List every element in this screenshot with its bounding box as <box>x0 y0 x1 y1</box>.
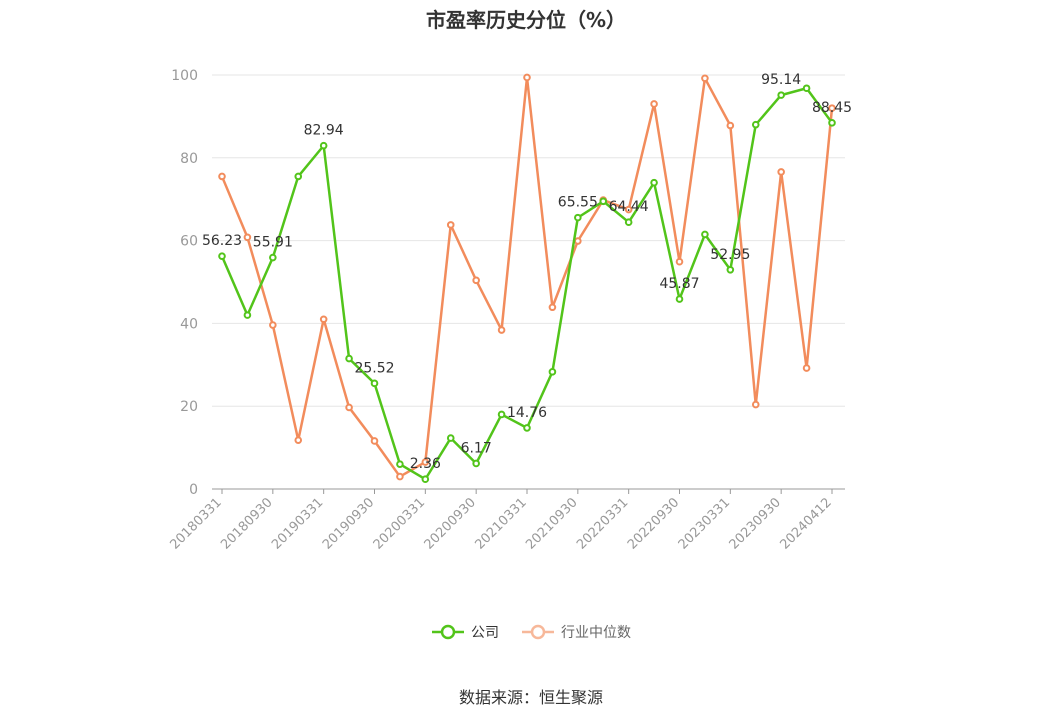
x-tick-label: 20210930 <box>523 495 580 552</box>
data-point <box>624 218 633 227</box>
data-point <box>828 104 836 112</box>
data-label: 55.91 <box>253 235 293 251</box>
data-point <box>523 73 531 82</box>
x-tick-label: 20200930 <box>422 495 479 552</box>
data-point <box>446 434 455 442</box>
legend-marker-industry-median <box>522 624 554 640</box>
series-layer <box>218 73 836 484</box>
data-label: 6.17 <box>461 440 492 456</box>
data-point <box>523 424 531 432</box>
data-point <box>396 472 404 481</box>
legend-label-industry-median: 行业中位数 <box>561 625 631 641</box>
data-point <box>294 436 303 444</box>
x-tick-label: 20190930 <box>320 495 377 552</box>
data-point <box>675 295 684 303</box>
legend-marker-company <box>432 624 464 640</box>
data-point <box>269 253 277 262</box>
data-point <box>726 265 735 274</box>
x-tick-label: 20240412 <box>777 495 834 552</box>
x-tick-label: 20180930 <box>218 495 275 552</box>
data-point <box>472 459 480 468</box>
data-point <box>319 315 328 324</box>
data-point <box>701 74 709 83</box>
data-point <box>777 91 785 99</box>
data-point <box>497 326 506 334</box>
x-tick-label: 20230331 <box>676 495 733 552</box>
data-point <box>345 403 353 412</box>
data-point <box>726 121 735 130</box>
data-point <box>751 120 760 129</box>
data-point <box>751 400 760 409</box>
chart-title: 市盈率历史分位（%） <box>425 8 627 32</box>
legend: 公司 行业中位数 <box>0 622 1062 642</box>
data-point <box>319 141 328 150</box>
data-point <box>574 237 582 245</box>
data-point <box>345 354 353 363</box>
x-tick-label: 20220930 <box>625 495 682 552</box>
data-point <box>396 460 404 468</box>
x-tick-label: 20230930 <box>727 495 784 552</box>
grid-layer <box>212 74 845 407</box>
data-label: 25.52 <box>354 360 394 376</box>
data-point <box>574 213 582 222</box>
x-tick-label: 20190331 <box>269 495 326 552</box>
data-point <box>675 257 684 266</box>
data-label: 82.94 <box>304 123 344 139</box>
data-point <box>777 168 785 176</box>
label-layer: 56.23 55.91 82.94 25.52 2.36 6.17 14.76 65.55 64… <box>202 72 852 472</box>
x-tick-label: 20200331 <box>371 495 428 552</box>
y-tick-label: 0 <box>189 482 198 498</box>
data-point <box>243 233 252 242</box>
series-company <box>218 84 836 484</box>
y-tick-label: 20 <box>180 399 198 415</box>
data-label: 64.44 <box>609 199 649 215</box>
data-point <box>243 311 252 319</box>
data-point <box>802 364 811 372</box>
data-point <box>446 221 455 229</box>
data-point <box>701 230 709 239</box>
data-point <box>294 172 303 181</box>
y-tick-label: 40 <box>180 316 198 332</box>
data-point <box>650 178 658 187</box>
x-tick-label: 20220331 <box>574 495 631 552</box>
legend-label-company: 公司 <box>471 625 499 641</box>
y-tick-label: 60 <box>180 234 198 250</box>
x-tick-label: 20180331 <box>167 495 224 552</box>
data-label: 2.36 <box>410 456 441 472</box>
data-point <box>497 410 506 419</box>
data-point <box>370 379 379 388</box>
data-label: 88.45 <box>812 100 852 116</box>
data-point <box>472 276 480 285</box>
data-point <box>421 475 430 484</box>
data-point <box>218 252 226 261</box>
data-point <box>269 321 277 329</box>
data-source-note: 数据来源：恒生聚源 <box>458 688 603 707</box>
legend-item-industry-median[interactable]: 行业中位数 <box>521 622 631 642</box>
data-point <box>370 437 379 445</box>
data-point <box>802 84 811 93</box>
data-point <box>624 205 633 214</box>
legend-item-company[interactable]: 公司 <box>431 622 499 642</box>
y-tick-label: 100 <box>171 68 198 84</box>
y-tick-label: 80 <box>180 151 198 167</box>
data-point <box>599 197 608 206</box>
series-industry-median <box>218 73 836 481</box>
data-point <box>650 100 658 108</box>
data-label: 95.14 <box>761 72 801 88</box>
data-label: 45.87 <box>659 276 699 292</box>
data-label: 52.95 <box>710 247 750 263</box>
data-point <box>548 303 557 312</box>
data-point <box>218 172 226 181</box>
data-label: 14.76 <box>507 405 547 421</box>
data-label: 65.55 <box>558 195 598 211</box>
x-tick-label: 20210331 <box>472 495 529 552</box>
data-label: 56.23 <box>202 233 242 249</box>
data-point <box>828 119 836 127</box>
data-point <box>421 458 430 466</box>
data-point <box>548 368 557 376</box>
